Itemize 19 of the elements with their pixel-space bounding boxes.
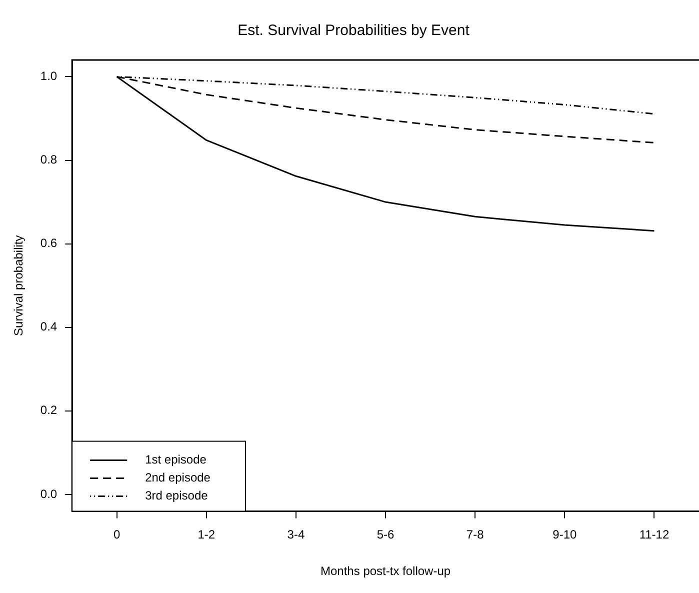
legend-label: 3rd episode: [145, 488, 208, 503]
y-tick-label: 0.4: [40, 320, 58, 334]
y-tick-label: 1.0: [40, 69, 58, 84]
x-tick-label: 5-6: [376, 528, 395, 542]
legend-label: 2nd episode: [145, 470, 211, 485]
y-tick-label: 0.2: [40, 403, 58, 418]
x-tick-label: 1-2: [198, 528, 216, 542]
chart-title: Est. Survival Probabilities by Event: [238, 22, 470, 40]
x-tick-label: 3-4: [287, 528, 305, 542]
x-tick-label: 9-10: [552, 528, 577, 542]
y-axis-title: Survival probability: [12, 235, 26, 336]
legend-label: 1st episode: [145, 452, 207, 467]
y-tick-label: 0.8: [40, 152, 58, 167]
y-tick-label: 0.6: [40, 236, 58, 250]
x-axis-title: Months post-tx follow-up: [320, 564, 451, 578]
y-tick-label: 0.0: [40, 486, 58, 501]
x-tick-label: 11-12: [639, 528, 670, 542]
x-tick-label: 7-8: [466, 528, 484, 542]
x-tick-label: 0: [114, 528, 121, 542]
